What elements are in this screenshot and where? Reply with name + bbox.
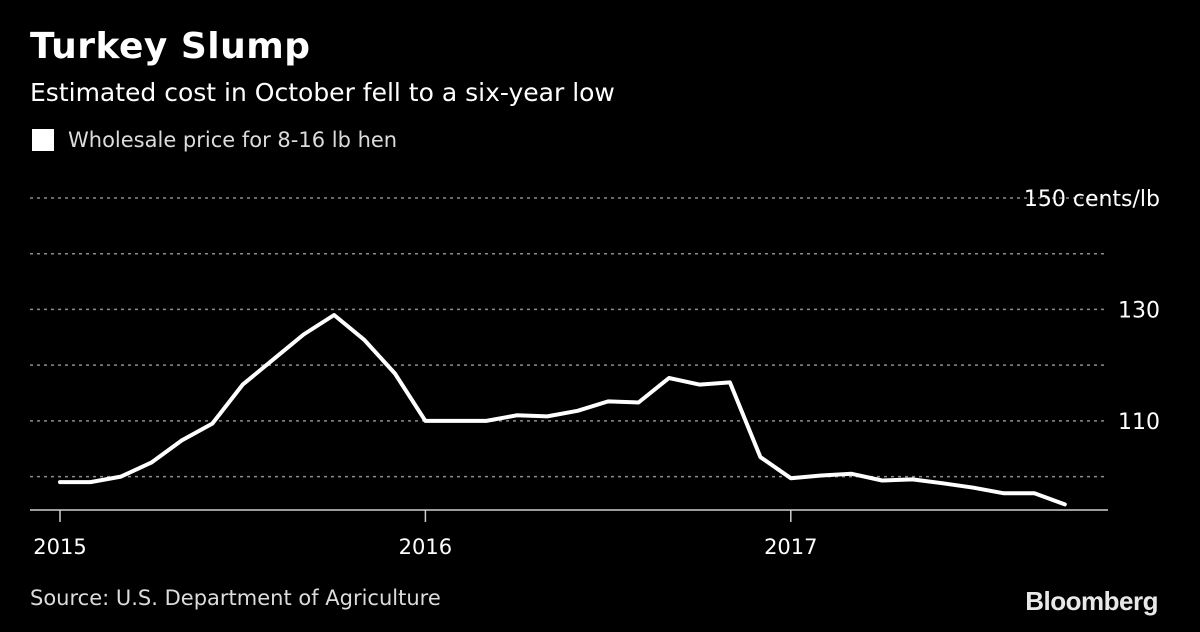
bloomberg-logo: Bloomberg: [1025, 586, 1158, 616]
chart-title: Turkey Slump: [30, 26, 311, 67]
x-tick-label: 2017: [764, 535, 817, 559]
x-tick-label: 2016: [399, 535, 452, 559]
y-axis-labels: 110 130 150 cents/lb: [1024, 187, 1160, 435]
chart-subtitle: Estimated cost in October fell to a six-…: [30, 78, 615, 107]
y-tick-label: 150 cents/lb: [1024, 187, 1160, 212]
x-tick-label: 2015: [33, 535, 86, 559]
legend-label: Wholesale price for 8-16 lb hen: [68, 128, 398, 152]
y-tick-label: 110: [1118, 410, 1160, 435]
gridlines: [30, 197, 1108, 478]
y-tick-label: 130: [1118, 298, 1160, 323]
legend: Wholesale price for 8-16 lb hen: [32, 128, 397, 152]
x-axis-labels: 2015 2016 2017: [33, 535, 817, 559]
x-axis: [30, 509, 1108, 522]
source-note: Source: U.S. Department of Agriculture: [30, 586, 441, 610]
series-layer: [58, 313, 1067, 507]
series-line-0: [58, 313, 1067, 507]
legend-swatch: [32, 129, 54, 151]
